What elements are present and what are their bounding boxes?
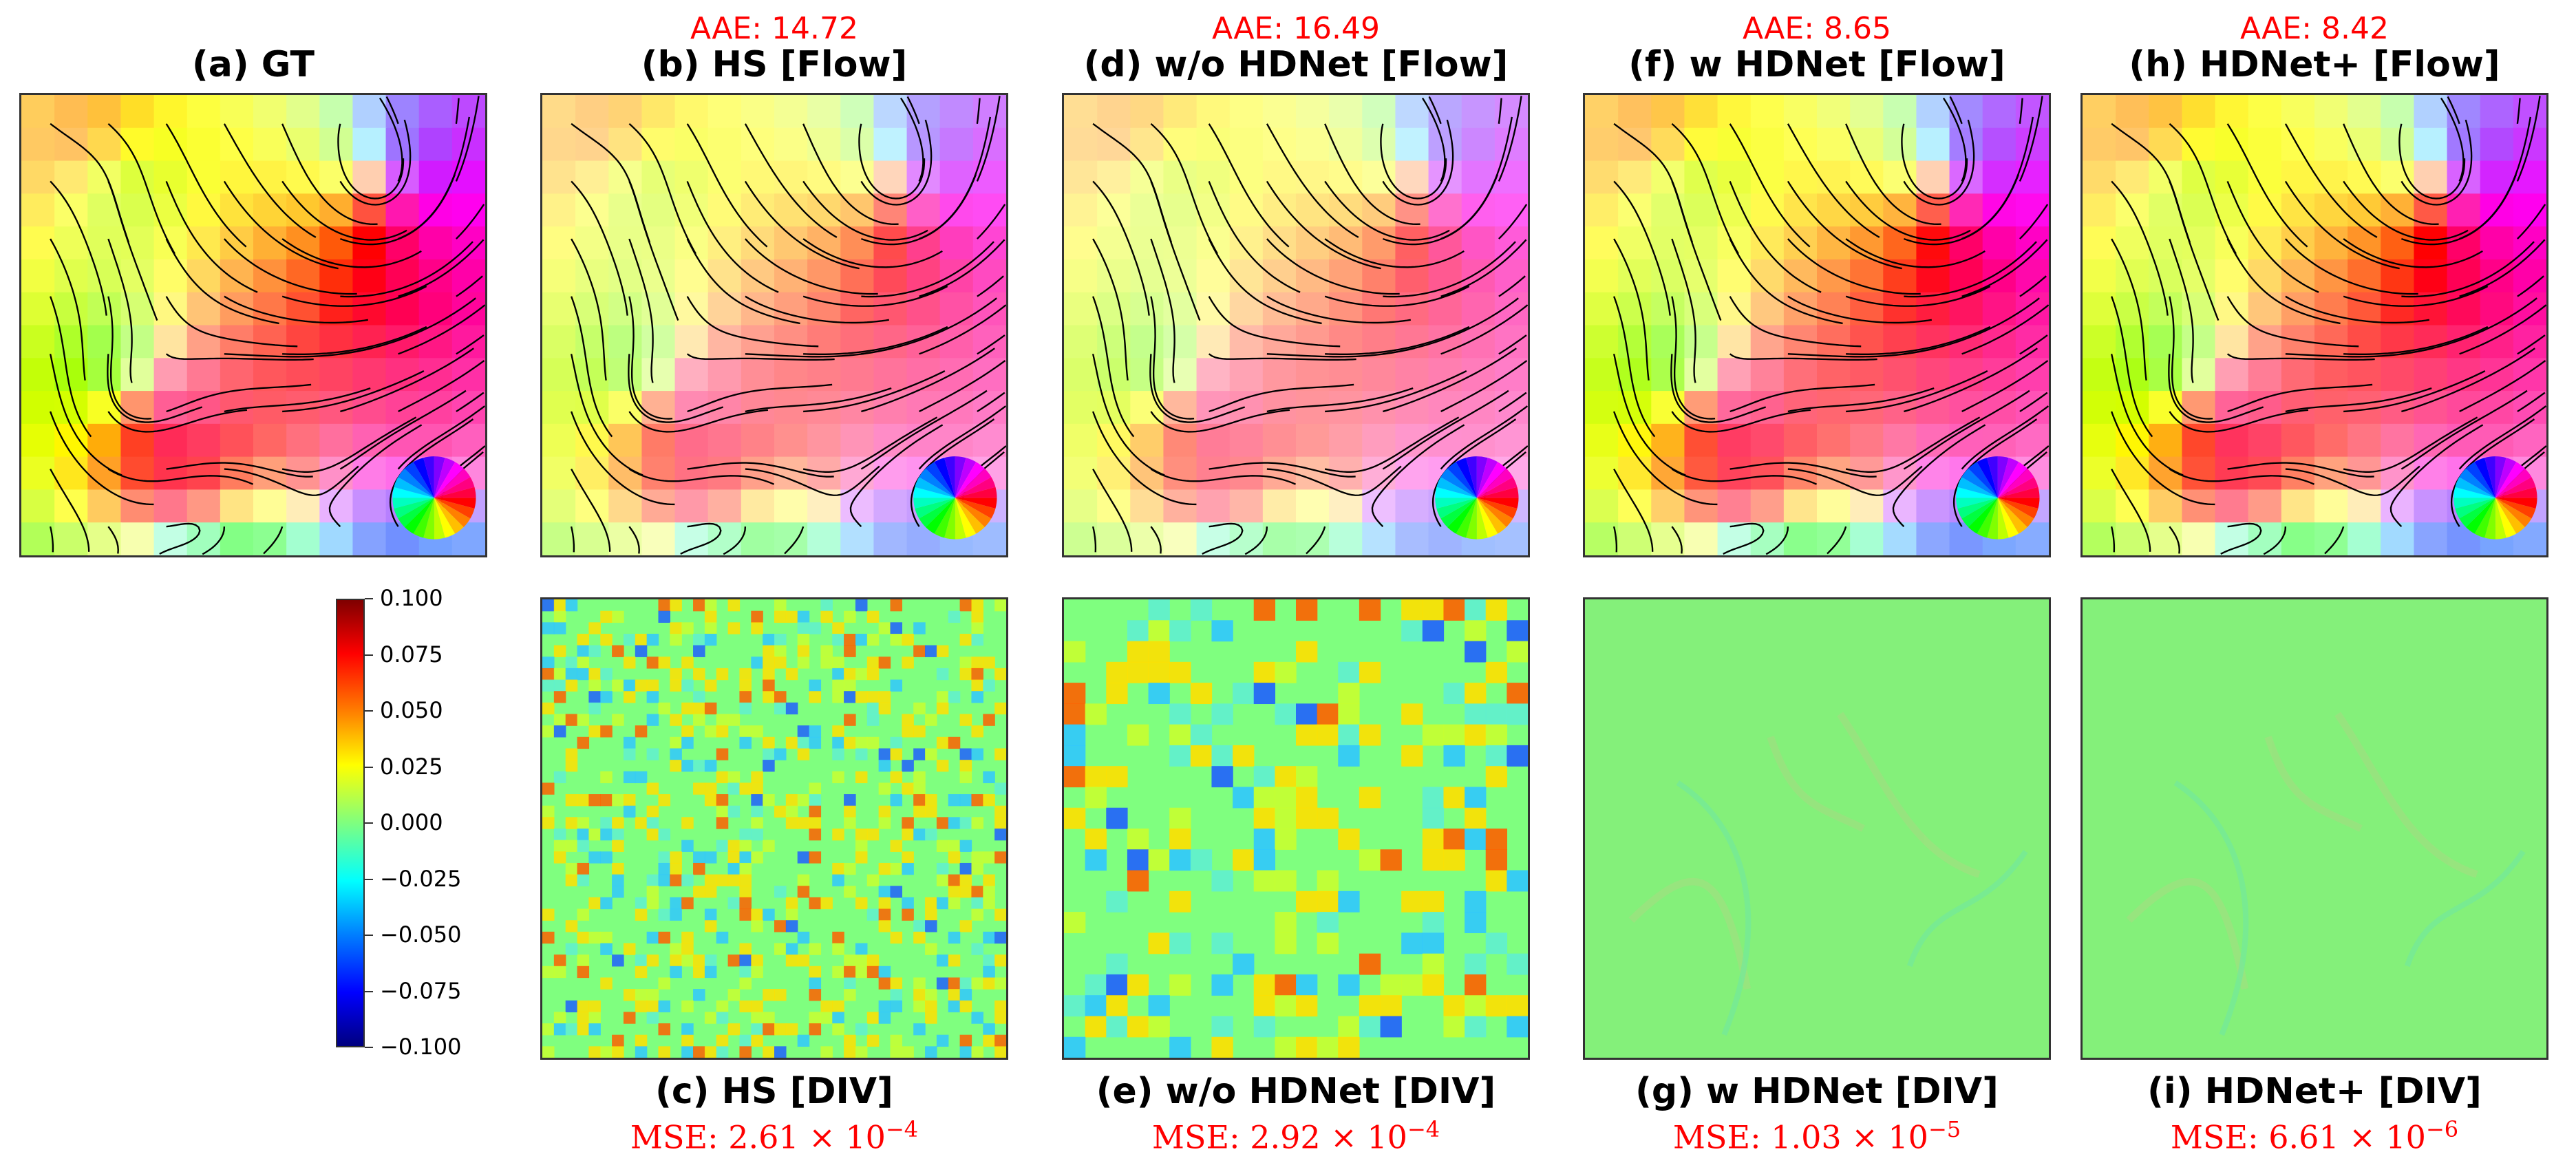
mse-metric-i: MSE: 6.61 × 10−6 xyxy=(2053,1118,2576,1153)
flow-image-h xyxy=(2080,93,2548,557)
colorbar-tick-label: 0.025 xyxy=(380,753,443,780)
colorbar-tick-label: −0.075 xyxy=(380,977,462,1004)
colorbar-tick-mark xyxy=(365,654,373,656)
flow-image-b xyxy=(540,93,1008,557)
colorbar-tick-label: −0.100 xyxy=(380,1034,462,1060)
flow-image-a xyxy=(19,93,487,557)
color-wheel-icon xyxy=(1435,456,1519,540)
flow-title-d: (d) w/o HDNet [Flow] xyxy=(1083,44,1509,85)
colorbar-tick-label: 0.100 xyxy=(380,585,443,611)
aae-metric-b: AAE: 14.72 xyxy=(690,11,858,46)
mse-metric-c: MSE: 2.61 × 10−4 xyxy=(513,1118,1036,1153)
mse-value: MSE: 2.61 × 10 xyxy=(630,1118,886,1156)
mse-value: MSE: 2.92 × 10 xyxy=(1151,1118,1407,1156)
colorbar-tick-label: 0.075 xyxy=(380,641,443,668)
div-title-c: (c) HS [DIV] xyxy=(655,1071,893,1112)
div-image-g xyxy=(1583,597,2051,1060)
colorbar-tick-mark xyxy=(365,766,373,768)
flow-title-f: (f) w HDNet [Flow] xyxy=(1628,44,2005,85)
mse-exponent: −4 xyxy=(1407,1116,1440,1142)
mse-exponent: −6 xyxy=(2425,1116,2459,1142)
flow-image-f xyxy=(1583,93,2051,557)
color-wheel-icon xyxy=(1956,456,2040,540)
colorbar-tick-mark xyxy=(365,710,373,712)
div-image-e xyxy=(1062,597,1530,1060)
color-wheel-icon xyxy=(913,456,997,540)
mse-exponent: −4 xyxy=(885,1116,919,1142)
div-image-i xyxy=(2080,597,2548,1060)
mse-metric-g: MSE: 1.03 × 10−5 xyxy=(1555,1118,2078,1153)
flow-title-h: (h) HDNet+ [Flow] xyxy=(2129,44,2500,85)
flow-image-d xyxy=(1062,93,1530,557)
aae-metric-d: AAE: 16.49 xyxy=(1212,11,1380,46)
colorbar-tick-mark xyxy=(365,878,373,880)
colorbar-tick-mark xyxy=(365,598,373,599)
mse-exponent: −5 xyxy=(1928,1116,1961,1142)
mse-value: MSE: 1.03 × 10 xyxy=(1672,1118,1928,1156)
colorbar-tick-label: 0.050 xyxy=(380,697,443,723)
div-image-c xyxy=(540,597,1008,1060)
flow-title-b: (b) HS [Flow] xyxy=(641,44,908,85)
colorbar xyxy=(336,599,365,1047)
colorbar-tick-mark xyxy=(365,990,373,992)
div-title-e: (e) w/o HDNet [DIV] xyxy=(1096,1071,1496,1112)
color-wheel-icon xyxy=(392,456,476,540)
div-title-i: (i) HDNet+ [DIV] xyxy=(2147,1071,2482,1112)
aae-metric-h: AAE: 8.42 xyxy=(2239,11,2389,46)
mse-value: MSE: 6.61 × 10 xyxy=(2170,1118,2426,1156)
aae-metric-f: AAE: 8.65 xyxy=(1742,11,1891,46)
colorbar-tick-mark xyxy=(365,822,373,824)
colorbar-tick-mark xyxy=(365,935,373,936)
div-title-g: (g) w HDNet [DIV] xyxy=(1635,1071,1999,1112)
colorbar-tick-label: −0.050 xyxy=(380,921,462,948)
colorbar-tick-mark xyxy=(365,1047,373,1048)
colorbar-tick-label: 0.000 xyxy=(380,809,443,835)
mse-metric-e: MSE: 2.92 × 10−4 xyxy=(1034,1118,1557,1153)
flow-title-a: (a) GT xyxy=(192,44,315,85)
color-wheel-icon xyxy=(2453,456,2537,540)
colorbar-tick-label: −0.025 xyxy=(380,865,462,892)
